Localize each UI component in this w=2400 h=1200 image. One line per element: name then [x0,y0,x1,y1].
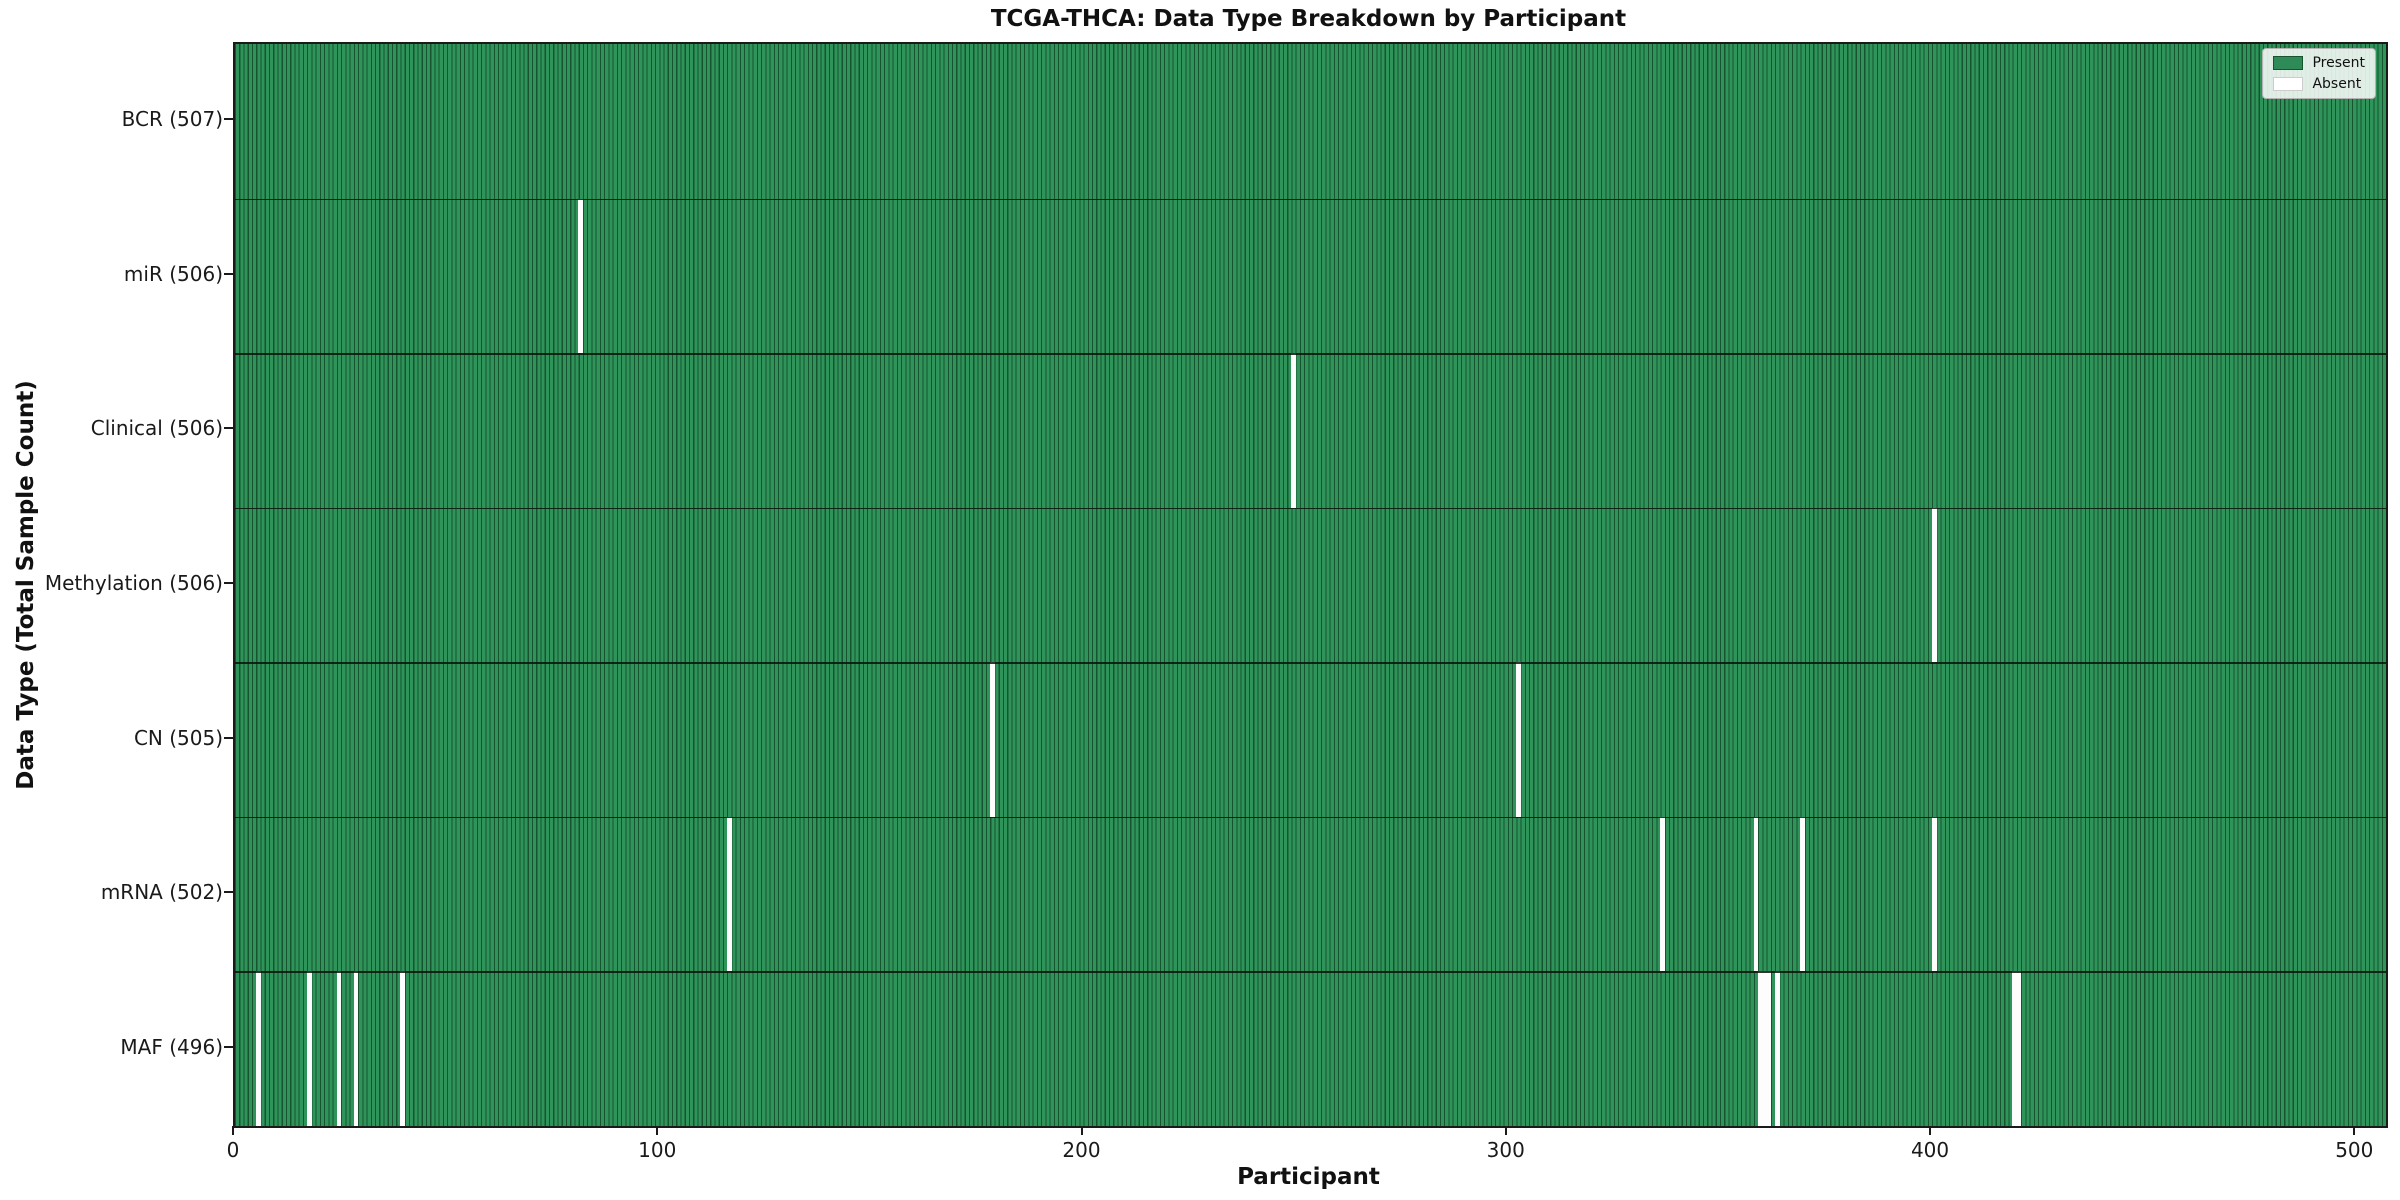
legend-swatch-icon [2273,77,2304,91]
legend-label: Present [2312,55,2365,71]
x-tick-mark [232,1126,234,1135]
row-maf [235,971,2386,1126]
row-separator [235,816,2386,819]
y-tick-mark [224,427,233,430]
x-tick-mark [656,1126,659,1135]
absent-stripe [336,971,342,1126]
x-tick-label: 0 [226,1138,240,1162]
absent-stripe [2012,971,2018,1126]
absent-stripe [256,971,261,1126]
legend-item-absent: Absent [2273,77,2365,91]
absent-stripe [1291,353,1296,508]
x-tick-mark [1504,1126,1507,1135]
y-tick-label: MAF (496) [120,1034,223,1059]
absent-stripe [1516,662,1521,817]
row-clinical [235,353,2386,508]
absent-stripe [2016,971,2022,1126]
x-tick-label: 500 [2335,1138,2374,1162]
y-tick-label: mRNA (502) [100,880,223,905]
x-axis-label: Participant [1237,1164,1380,1190]
x-tick-label: 400 [1910,1138,1950,1162]
row-mir [235,198,2386,354]
y-tick-mark [224,1045,233,1048]
absent-stripe [1762,971,1767,1126]
row-mrna [235,816,2386,972]
absent-stripe [1753,816,1759,972]
y-tick-label: miR (506) [123,261,223,286]
absent-stripe [400,971,405,1126]
y-tick-mark [224,272,233,275]
absent-stripe [1774,971,1780,1126]
x-tick-label: 100 [638,1138,677,1162]
legend-swatch-icon [2273,56,2304,70]
absent-stripe [306,971,312,1126]
x-tick-mark [1929,1126,1932,1135]
x-tick-mark [1080,1126,1083,1135]
chart-title: TCGA-THCA: Data Type Breakdown by Partic… [990,6,1627,32]
y-tick-mark [224,891,233,894]
absent-stripe [1660,816,1665,972]
absent-stripe [726,816,732,972]
x-tick-label: 300 [1486,1138,1525,1162]
absent-stripe [1931,507,1937,663]
y-tick-mark [224,118,233,121]
row-separator [235,198,2386,201]
legend: Present Absent [2262,48,2376,99]
y-tick-label: BCR (507) [121,107,223,132]
row-separator [235,353,2386,355]
y-tick-mark [224,736,233,739]
legend-item-present: Present [2273,56,2365,70]
row-separator [235,662,2386,664]
row-separator [235,971,2386,974]
y-tick-mark [224,582,233,584]
plot-area [233,42,2388,1128]
absent-stripe [353,971,359,1126]
absent-stripe [578,198,584,354]
row-cn [235,662,2386,817]
absent-stripe [989,662,995,817]
row-separator [235,507,2386,510]
x-tick-label: 200 [1062,1138,1101,1162]
legend-label: Absent [2312,76,2362,92]
row-bcr [235,44,2386,199]
absent-stripe [1766,971,1772,1126]
row-methylation [235,507,2386,663]
absent-stripe [1757,971,1763,1126]
y-tick-label: Clinical (506) [90,416,223,441]
y-tick-label: CN (505) [133,725,223,750]
x-tick-mark [2353,1126,2356,1135]
y-tick-label: Methylation (506) [44,571,223,595]
absent-stripe [1931,816,1937,972]
absent-stripe [1800,816,1805,972]
